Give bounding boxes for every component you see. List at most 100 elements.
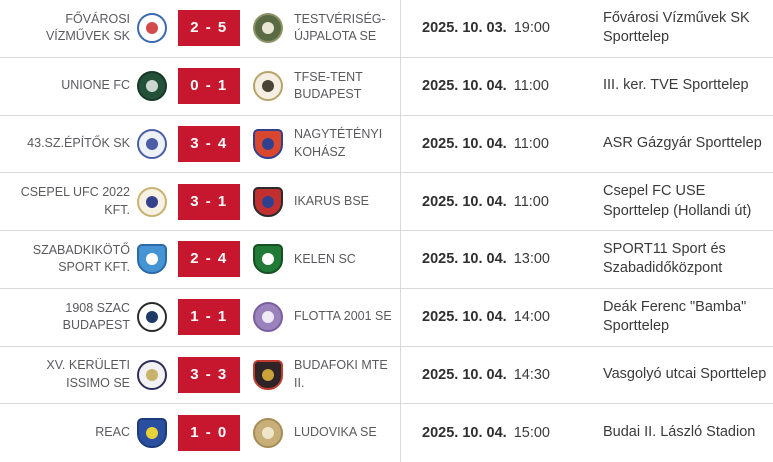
match-info-section: 2025. 10. 04. 15:00 Budai II. László Sta… [401,404,773,462]
home-team-crest-center [146,368,158,381]
score-badge: 2 - 5 [178,10,240,47]
match-row[interactable]: SZABADKIKÖTŐ SPORT KFT. 2 - 4 KELEN SC 2… [0,231,773,289]
away-team-crest-icon [253,128,283,159]
away-team-crest-icon [253,71,283,102]
away-team-crest-center [262,368,274,381]
match-result-section: 1908 SZAC BUDAPEST 1 - 1 FLOTTA 2001 SE [0,288,401,346]
score-badge: 1 - 0 [178,415,240,452]
score-badge: 3 - 4 [178,125,240,162]
match-info-section: 2025. 10. 04. 11:00 III. ker. TVE Sportt… [401,58,773,115]
away-team-crest-icon [253,359,283,390]
away-team-name: KELEN SC [294,251,356,266]
match-date: 2025. 10. 04. [422,366,507,383]
match-row[interactable]: UNIONE FC 0 - 1 TFSE-TENT BUDAPEST 2025.… [0,57,773,116]
venue-name: Budai II. László Stadion [603,424,756,441]
match-time: 11:00 [513,193,549,210]
away-team-crest-icon [253,418,283,449]
away-team-crest-center [262,427,274,440]
match-result-section: UNIONE FC 0 - 1 TFSE-TENT BUDAPEST [0,57,401,115]
home-team-crest-center [146,427,158,440]
home-team-crest-icon [137,244,167,275]
match-datetime: 2025. 10. 03. 19:00 [422,20,582,36]
home-team-crest-center [146,253,158,266]
match-time: 15:00 [513,425,550,442]
match-time: 19:00 [513,20,550,37]
home-team-crest-icon [137,128,167,159]
home-team-name: CSEPEL UFC 2022 KFT. [20,185,130,217]
score-badge: 1 - 1 [178,299,240,336]
match-row[interactable]: FŐVÁROSI VÍZMŰVEK SK 2 - 5 TESTVÉRISÉG-Ú… [0,0,773,58]
match-row[interactable]: REAC 1 - 0 LUDOVIKA SE 2025. 10. 04. 15:… [0,404,773,462]
home-team-name: SZABADKIKÖTŐ SPORT KFT. [32,242,130,275]
match-info-section: 2025. 10. 04. 11:00 Csepel FC USE Sportt… [401,173,773,230]
match-date: 2025. 10. 04. [422,193,507,210]
away-team-name: FLOTTA 2001 SE [294,309,392,324]
match-datetime: 2025. 10. 04. 15:00 [422,425,582,441]
match-datetime: 2025. 10. 04. 13:00 [422,251,582,267]
match-info-section: 2025. 10. 03. 19:00 Fővárosi Vízművek SK… [401,0,773,57]
match-time: 14:30 [513,366,550,383]
venue-name: Csepel FC USE Sporttelep (Hollandi út) [603,183,752,219]
away-team-crest-icon [253,244,283,275]
match-row[interactable]: 43.SZ.ÉPÍTŐK SK 3 - 4 NAGYTÉTÉNYI KOHÁSZ… [0,115,773,174]
match-datetime: 2025. 10. 04. 14:00 [422,309,582,325]
away-team-crest-center [262,137,274,150]
home-team-crest-icon [137,71,167,102]
match-date: 2025. 10. 04. [422,251,507,268]
away-team-crest-center [262,22,274,35]
away-team-name: TFSE-TENT BUDAPEST [294,69,363,102]
venue-name: Deák Ferenc "Bamba" Sporttelep [603,298,747,335]
match-date: 2025. 10. 03. [422,20,507,37]
home-team-name: FŐVÁROSI VÍZMŰVEK SK [45,11,130,44]
venue-name: ASR Gázgyár Sporttelep [603,135,762,152]
away-team-crest-icon [253,186,283,217]
home-team-name: XV. KERÜLETI ISSIMO SE [46,358,130,390]
venue-name: SPORT11 Sport és Szabadidőközpont [603,240,726,277]
match-result-section: FŐVÁROSI VÍZMŰVEK SK 2 - 5 TESTVÉRISÉG-Ú… [0,0,401,57]
score-badge: 3 - 3 [178,356,240,393]
score-badge: 2 - 4 [178,241,240,278]
match-date: 2025. 10. 04. [422,135,507,152]
match-row[interactable]: XV. KERÜLETI ISSIMO SE 3 - 3 BUDAFOKI MT… [0,346,773,405]
match-datetime: 2025. 10. 04. 11:00 [422,78,582,94]
home-team-name: UNIONE FC [61,78,130,93]
match-time: 14:00 [513,309,550,326]
match-time: 11:00 [513,78,549,95]
match-row[interactable]: CSEPEL UFC 2022 KFT. 3 - 1 IKARUS BSE 20… [0,173,773,231]
home-team-crest-center [146,80,158,93]
home-team-crest-center [146,195,158,208]
away-team-crest-center [262,253,274,266]
away-team-crest-center [262,195,274,208]
venue-name: Vasgolyó utcai Sporttelep [603,366,767,383]
match-result-section: 43.SZ.ÉPÍTŐK SK 3 - 4 NAGYTÉTÉNYI KOHÁSZ [0,115,401,173]
match-row[interactable]: 1908 SZAC BUDAPEST 1 - 1 FLOTTA 2001 SE … [0,288,773,347]
match-info-section: 2025. 10. 04. 11:00 ASR Gázgyár Sporttel… [401,116,773,173]
home-team-name: REAC [95,425,130,440]
home-team-crest-icon [137,13,167,44]
home-team-crest-icon [137,359,167,390]
match-datetime: 2025. 10. 04. 11:00 [422,136,582,152]
venue-name: III. ker. TVE Sporttelep [603,77,749,94]
away-team-name: NAGYTÉTÉNYI KOHÁSZ [294,127,383,159]
match-date: 2025. 10. 04. [422,425,507,442]
match-time: 13:00 [513,251,550,268]
away-team-crest-icon [253,13,283,44]
away-team-crest-icon [253,302,283,333]
away-team-crest-center [262,311,274,324]
match-datetime: 2025. 10. 04. 11:00 [422,194,582,210]
match-info-section: 2025. 10. 04. 14:00 Deák Ferenc "Bamba" … [401,289,773,346]
match-result-section: CSEPEL UFC 2022 KFT. 3 - 1 IKARUS BSE [0,173,401,230]
away-team-name: IKARUS BSE [294,193,370,208]
away-team-name: LUDOVIKA SE [294,425,377,440]
home-team-name: 1908 SZAC BUDAPEST [62,300,130,333]
home-team-crest-icon [137,418,167,449]
away-team-name: TESTVÉRISÉG-ÚJPALOTA SE [294,11,386,44]
home-team-name: 43.SZ.ÉPÍTŐK SK [27,136,130,151]
home-team-crest-center [146,311,158,324]
away-team-name: BUDAFOKI MTE II. [294,358,388,390]
venue-name: Fővárosi Vízművek SK Sporttelep [603,9,750,46]
match-result-section: SZABADKIKÖTŐ SPORT KFT. 2 - 4 KELEN SC [0,231,401,288]
home-team-crest-icon [137,186,167,217]
